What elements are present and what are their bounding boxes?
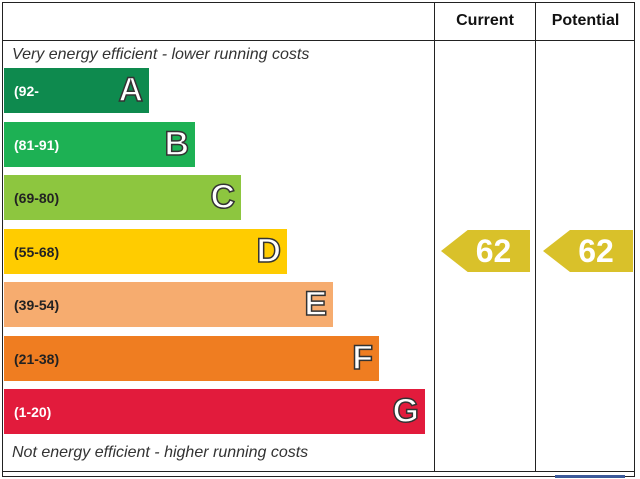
band-letter: C [210,177,236,217]
band-letter: D [256,231,282,271]
band-range-label: (55-68) [14,243,60,260]
bottom-caption: Not energy efficient - higher running co… [12,444,309,461]
band-range-label: (1-20) [14,403,52,420]
current-column-header: Current [456,12,514,29]
band-range-label: (69-80) [14,189,60,206]
band-range-label: (21-38) [14,350,60,367]
column-divider [434,2,435,471]
footer-accent [555,475,625,478]
potential-rating-value: 62 [578,232,614,269]
band-range-label: (92- [14,82,39,99]
band-letter: A [118,70,144,110]
header-divider [2,40,635,41]
footer-divider [2,471,635,472]
band-a: (92- A [4,68,149,113]
column-divider [535,2,536,471]
current-rating-value: 62 [475,232,512,269]
band-f: (21-38) F [4,336,379,381]
band-letter: G [392,391,420,431]
band-e: (39-54) E [4,282,333,327]
band-c: (69-80) C [4,175,241,220]
band-range-label: (81-91) [14,136,60,153]
band-g: (1-20) G [4,389,425,434]
potential-column-header: Potential [551,12,620,29]
band-b: (81-91) B [4,122,195,167]
band-d: (55-68) D [4,229,287,274]
top-caption: Very energy efficient - lower running co… [12,46,310,63]
band-range-label: (39-54) [14,296,60,313]
band-letter: E [304,284,328,324]
band-letter: B [164,124,190,164]
band-letter: F [351,338,373,378]
